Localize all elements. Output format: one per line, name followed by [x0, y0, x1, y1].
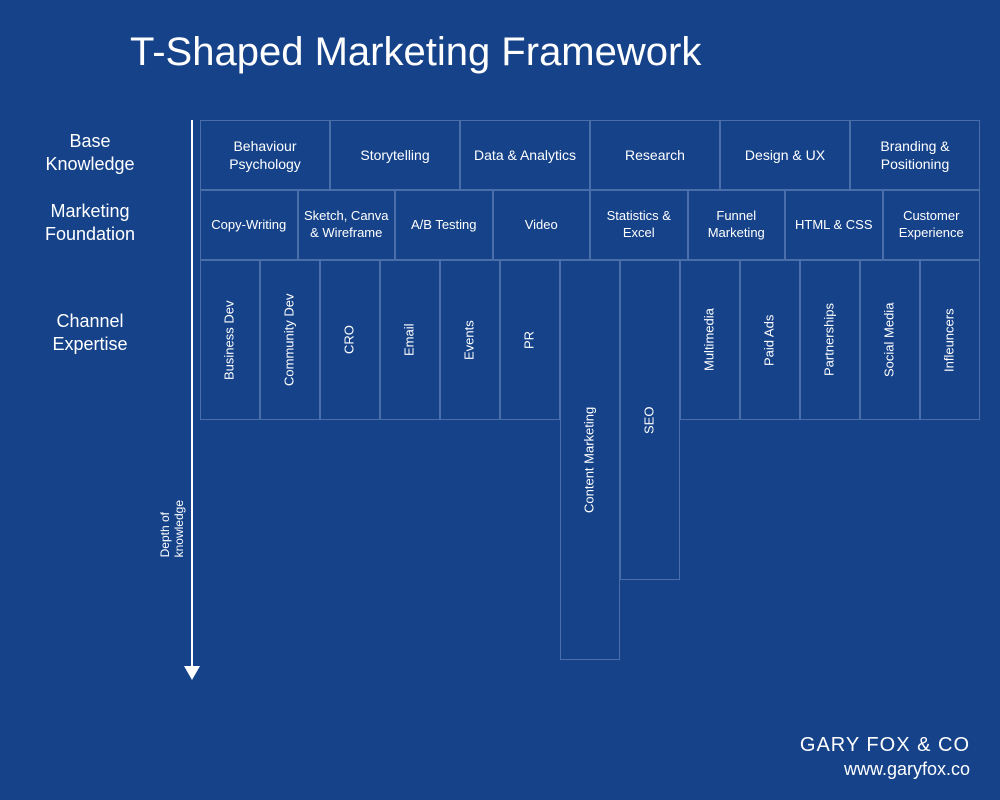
base-knowledge-cell: Behaviour Psychology	[200, 120, 330, 190]
page-title: T-Shaped Marketing Framework	[0, 0, 1000, 75]
channel-cell: Partnerships	[800, 260, 860, 420]
foundation-cell: A/B Testing	[395, 190, 493, 260]
base-knowledge-cell: Data & Analytics	[460, 120, 590, 190]
foundation-cell: Sketch, Canva & Wireframe	[298, 190, 396, 260]
base-knowledge-cell: Storytelling	[330, 120, 460, 190]
channel-cell: PR	[500, 260, 560, 420]
channel-cell: Social Media	[860, 260, 920, 420]
channel-cell: CRO	[320, 260, 380, 420]
channel-cell: SEO	[620, 260, 680, 580]
channel-cell: Events	[440, 260, 500, 420]
foundation-cell: Copy-Writing	[200, 190, 298, 260]
brand-left: GARY FOX	[800, 734, 911, 756]
row-channel-expertise: Business DevCommunity DevCROEmailEventsP…	[200, 260, 980, 660]
depth-of-knowledge-label: Depth of knowledge	[158, 500, 186, 557]
channel-cell: Paid Ads	[740, 260, 800, 420]
channel-cell: Business Dev	[200, 260, 260, 420]
label-channel-expertise: ChannelExpertise	[0, 310, 180, 355]
row-base-knowledge: Behaviour PsychologyStorytellingData & A…	[200, 120, 980, 190]
brand-name: GARY FOX & CO	[800, 734, 970, 757]
channel-cell: Email	[380, 260, 440, 420]
base-knowledge-cell: Research	[590, 120, 720, 190]
row-marketing-foundation: Copy-WritingSketch, Canva & WireframeA/B…	[200, 190, 980, 260]
channel-cell: Multimedia	[680, 260, 740, 420]
grid: Behaviour PsychologyStorytellingData & A…	[200, 120, 980, 660]
foundation-cell: HTML & CSS	[785, 190, 883, 260]
label-marketing-foundation: MarketingFoundation	[0, 200, 180, 245]
footer: GARY FOX & CO www.garyfox.co	[800, 734, 970, 780]
foundation-cell: Customer Experience	[883, 190, 981, 260]
label-base-knowledge: BaseKnowledge	[0, 130, 180, 175]
foundation-cell: Funnel Marketing	[688, 190, 786, 260]
brand-right: CO	[938, 734, 970, 756]
base-knowledge-cell: Branding & Positioning	[850, 120, 980, 190]
foundation-cell: Statistics & Excel	[590, 190, 688, 260]
channel-cell: Infleuncers	[920, 260, 980, 420]
channel-cell: Community Dev	[260, 260, 320, 420]
base-knowledge-cell: Design & UX	[720, 120, 850, 190]
channel-cell: Content Marketing	[560, 260, 620, 660]
foundation-cell: Video	[493, 190, 591, 260]
brand-url: www.garyfox.co	[800, 759, 970, 780]
brand-amp: &	[911, 734, 938, 756]
depth-arrow	[182, 120, 202, 680]
